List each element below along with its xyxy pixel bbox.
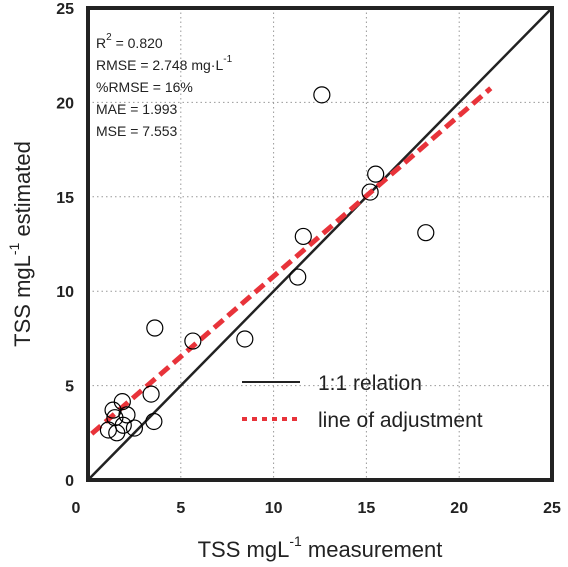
y-tick-label: 15	[56, 190, 74, 207]
label-superscript: -1	[6, 242, 22, 255]
data-point	[184, 332, 202, 350]
label-superscript: -1	[223, 54, 232, 65]
y-tick-label: 10	[56, 284, 74, 301]
annotation: MAE = 1.993	[96, 101, 178, 117]
annotation: MSE = 7.553	[96, 123, 178, 139]
data-point	[145, 412, 163, 431]
legend-label: 1:1 relation	[318, 372, 422, 395]
y-tick-label: 25	[56, 1, 74, 18]
label-superscript: -1	[289, 533, 302, 549]
y-tick-label: 20	[56, 95, 74, 112]
data-point	[146, 319, 164, 337]
label-text: RMSE = 2.748 mg·L	[96, 57, 223, 73]
label-text: TSS mgL	[198, 537, 290, 562]
x-tick-label: 10	[265, 500, 283, 517]
line	[87, 7, 553, 481]
x-axis-label: TSS mgL-1 measurement	[198, 533, 443, 562]
y-tick-label: 0	[65, 473, 74, 490]
plot-frame	[86, 6, 554, 482]
label-text: estimated	[10, 141, 35, 243]
y-tick-label: 5	[65, 379, 74, 396]
data-point	[417, 224, 435, 242]
data-point	[142, 385, 160, 403]
label-text: MAE = 1.993	[96, 101, 178, 117]
label-text: TSS mgL	[10, 255, 35, 347]
x-tick-label: 25	[543, 500, 561, 517]
data-point	[125, 419, 143, 437]
label-text: R	[96, 35, 106, 51]
data-point	[118, 406, 136, 424]
y-axis-label: TSS mgL-1 estimated	[6, 141, 35, 347]
data-point	[99, 421, 118, 439]
label-superscript: 2	[106, 32, 112, 43]
x-tick-label: 5	[176, 500, 185, 517]
x-tick-label: 0	[72, 500, 81, 517]
data-point	[108, 424, 126, 442]
label-text: %RMSE = 16%	[96, 79, 193, 95]
data-point	[361, 183, 379, 201]
label-text: MSE = 7.553	[96, 123, 178, 139]
data-point	[367, 165, 385, 183]
data-point	[236, 330, 254, 348]
legend-label: line of adjustment	[318, 409, 483, 432]
line	[90, 86, 493, 436]
data-point	[313, 86, 331, 104]
annotation: RMSE = 2.748 mg·L-1	[96, 54, 233, 73]
data-point	[289, 268, 307, 286]
annotation: %RMSE = 16%	[96, 79, 193, 95]
label-text: measurement	[302, 537, 443, 562]
x-tick-label: 20	[450, 500, 468, 517]
data-point	[294, 227, 312, 246]
x-tick-label: 15	[358, 500, 376, 517]
annotation: R2 = 0.820	[96, 32, 163, 51]
label-text: = 0.820	[112, 35, 163, 51]
